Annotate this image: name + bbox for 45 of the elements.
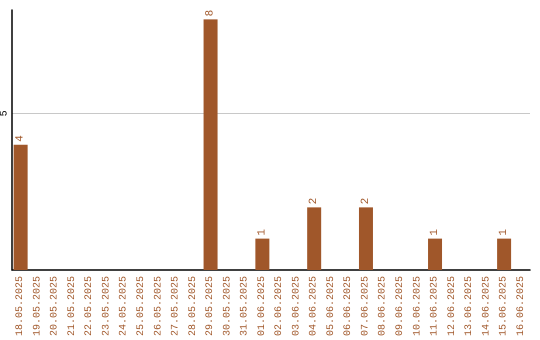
x-tick-label: 30.05.2025 (222, 276, 234, 336)
x-tick-label: 21.05.2025 (66, 276, 78, 336)
bar (358, 207, 373, 270)
data-label: 8 (204, 10, 217, 16)
data-label: 1 (429, 228, 442, 236)
x-tick-label: 06.06.2025 (343, 276, 354, 336)
x-tick-label: 08.06.2025 (378, 276, 389, 336)
x-tick-label: 15.06.2025 (498, 276, 510, 336)
x-tick-label: 22.05.2025 (84, 276, 96, 336)
x-tick-label: 16.06.2025 (516, 276, 527, 336)
y-tick-label: 5 (0, 110, 10, 116)
x-tick-label: 27.05.2025 (170, 276, 182, 336)
x-tick-label: 01.06.2025 (256, 276, 268, 336)
x-tick-label: 11.06.2025 (430, 276, 441, 336)
x-tick-label: 03.06.2025 (291, 276, 302, 336)
x-tick-label: 10.06.2025 (412, 276, 424, 336)
bar (307, 207, 322, 270)
data-label: 2 (308, 198, 320, 204)
x-tick-label: 13.06.2025 (464, 276, 476, 336)
data-label: 2 (360, 198, 372, 204)
x-tick-label: 26.05.2025 (153, 276, 164, 336)
x-tick-label: 28.05.2025 (188, 276, 199, 336)
bar (428, 238, 442, 270)
x-tick-label: 25.05.2025 (136, 276, 147, 336)
x-tick-label: 31.05.2025 (240, 276, 251, 336)
x-tick-label: 12.06.2025 (446, 276, 458, 336)
x-tick-label: 18.05.2025 (15, 276, 26, 336)
x-tick-label: 14.06.2025 (481, 276, 492, 336)
x-tick-label: 24.05.2025 (118, 276, 130, 336)
x-tick-label: 05.06.2025 (326, 276, 337, 336)
bar (204, 19, 218, 270)
data-label: 1 (256, 228, 268, 236)
x-tick-label: 29.05.2025 (205, 276, 216, 336)
x-tick-label: 04.06.2025 (308, 276, 320, 336)
data-label: 4 (14, 134, 27, 142)
x-tick-label: 07.06.2025 (360, 276, 372, 336)
x-tick-label: 09.06.2025 (395, 276, 406, 336)
bar (14, 144, 28, 270)
x-tick-label: 19.05.2025 (32, 276, 44, 336)
bar (255, 238, 270, 270)
data-label: 1 (498, 228, 510, 236)
x-tick-label: 20.05.2025 (50, 276, 61, 336)
x-tick-label: 23.05.2025 (101, 276, 112, 336)
bar (497, 238, 512, 270)
x-tick-label: 02.06.2025 (274, 276, 286, 336)
